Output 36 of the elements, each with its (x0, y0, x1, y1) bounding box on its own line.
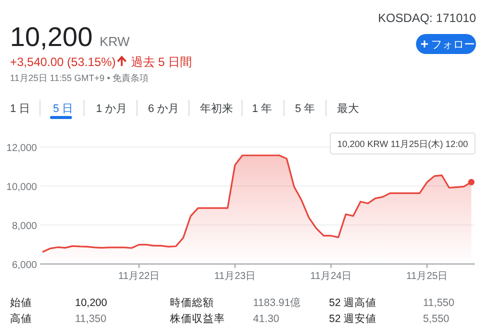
text: KOSDAQ: 171010 (378, 11, 476, 25)
x-tick-label: 11月24日 (310, 271, 352, 282)
text: 5 日 (53, 103, 74, 115)
y-tick-label: 12,000 (6, 143, 38, 154)
text: 1183.91億 (253, 296, 302, 309)
text: 年初来 (200, 102, 233, 115)
text: 41.30 (253, 313, 280, 325)
text: フォロー (431, 39, 475, 51)
text: 10,200 (75, 297, 108, 309)
text: 52 週安値 (329, 312, 377, 325)
x-tick-label: 11月25日 (406, 271, 448, 282)
y-tick-label: 6,000 (12, 260, 38, 271)
text: 始値 (10, 297, 32, 309)
text: 1 年 (252, 103, 272, 115)
text: 株価収益率 (169, 312, 225, 325)
annotation: 10,200 KRW 11月25日(木) 12:00 (337, 139, 468, 149)
text: 11,550 (423, 297, 454, 309)
y-tick-label: 10,000 (6, 182, 38, 193)
text: 6 か月 (148, 103, 180, 115)
x-tick-label: 11月22日 (118, 271, 160, 282)
text: 10,200 (10, 22, 93, 52)
text: 過去 5 日間 (130, 55, 192, 69)
text: 5,550 (423, 313, 450, 325)
x-tick-label: 11月23日 (214, 271, 256, 282)
text: +3,540.00 (53.15%) (10, 55, 116, 69)
text: KRW (100, 34, 130, 49)
text: 時価総額 (170, 296, 214, 309)
text: 1 日 (10, 103, 30, 115)
text: 11,350 (75, 313, 106, 325)
text: 11月25日 11:55 GMT+9 • 免責条項 (10, 73, 149, 83)
text: 高値 (10, 312, 32, 325)
text: 5 年 (295, 103, 316, 115)
text: 52 週高値 (329, 296, 377, 309)
text: 1 か月 (96, 103, 128, 115)
y-tick-label: 8,000 (12, 221, 38, 232)
text: 最大 (337, 102, 359, 115)
